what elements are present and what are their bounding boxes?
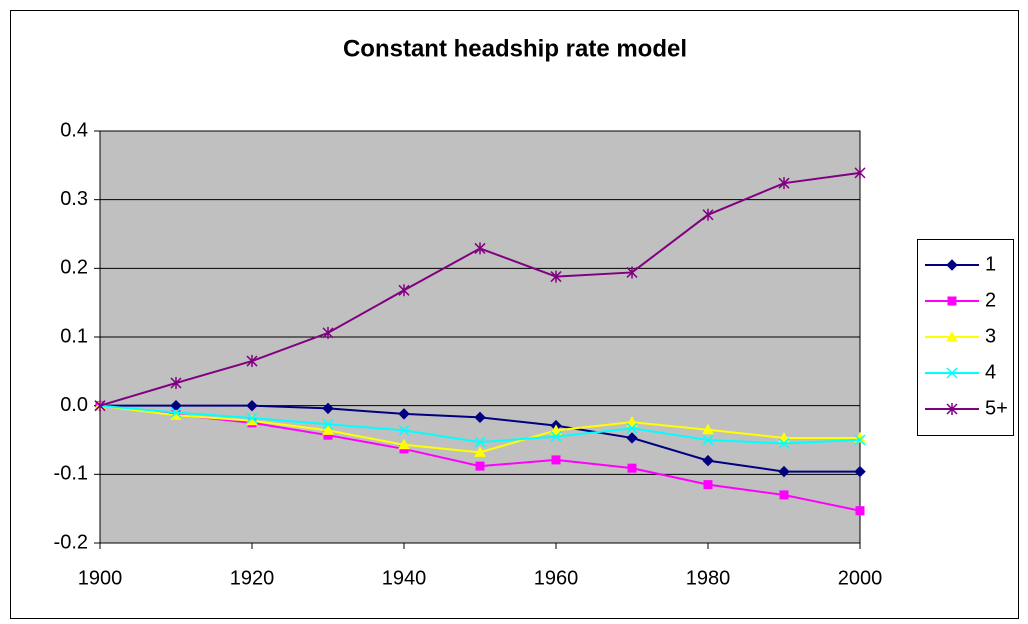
legend-label: 1 [985,253,996,275]
marker [854,465,866,478]
x-tick-label: 2000 [838,567,883,589]
marker [550,424,562,435]
marker [246,399,258,412]
marker [778,177,790,190]
marker [398,284,410,297]
marker [322,402,334,415]
marker [778,437,790,449]
marker [398,408,410,420]
x-tick-label: 1920 [230,567,275,589]
marker [170,377,182,390]
legend-label: 2 [985,289,996,311]
y-tick-label: -0.1 [54,463,88,485]
legend-label: 5+ [985,397,1008,419]
marker [854,434,866,446]
marker [551,455,561,465]
marker [702,208,714,221]
marker [778,431,790,443]
y-tick-label: 0.1 [60,325,88,347]
marker [947,296,957,306]
marker [475,461,485,471]
marker [779,490,789,500]
marker [246,355,258,368]
y-tick-label: 0.2 [60,257,88,279]
marker [855,506,865,516]
marker [474,242,486,255]
marker [246,412,258,424]
marker [398,424,410,436]
y-tick-label: 0.4 [60,119,88,141]
marker [946,259,958,271]
marker [703,480,713,490]
marker [322,326,334,339]
marker [474,446,486,457]
y-tick-label: -0.2 [54,531,88,553]
chart-title: Constant headship rate model [343,35,687,62]
marker [398,438,410,450]
marker [474,436,486,448]
marker [946,403,958,415]
marker [94,399,106,412]
marker [322,418,334,430]
plot-border [99,130,861,544]
x-tick-label: 1940 [382,567,427,589]
marker [550,431,562,443]
legend-label: 3 [985,325,996,347]
marker [946,330,958,342]
x-tick-label: 1980 [686,567,731,589]
marker [702,454,714,467]
marker [550,270,562,283]
x-tick-label: 1960 [534,567,579,589]
marker [778,465,790,478]
marker [474,411,486,424]
marker [626,416,638,427]
x-tick-label: 1900 [78,567,123,589]
marker [627,463,637,473]
marker [702,434,714,446]
marker [702,423,714,435]
legend-label: 4 [985,361,996,383]
y-tick-label: 0.0 [60,394,88,416]
marker [626,432,638,444]
marker [854,166,866,179]
marker [626,266,638,279]
marker [626,422,638,434]
marker [170,407,182,419]
marker [322,424,334,435]
y-tick-label: 0.3 [60,188,88,210]
marker [946,367,958,379]
